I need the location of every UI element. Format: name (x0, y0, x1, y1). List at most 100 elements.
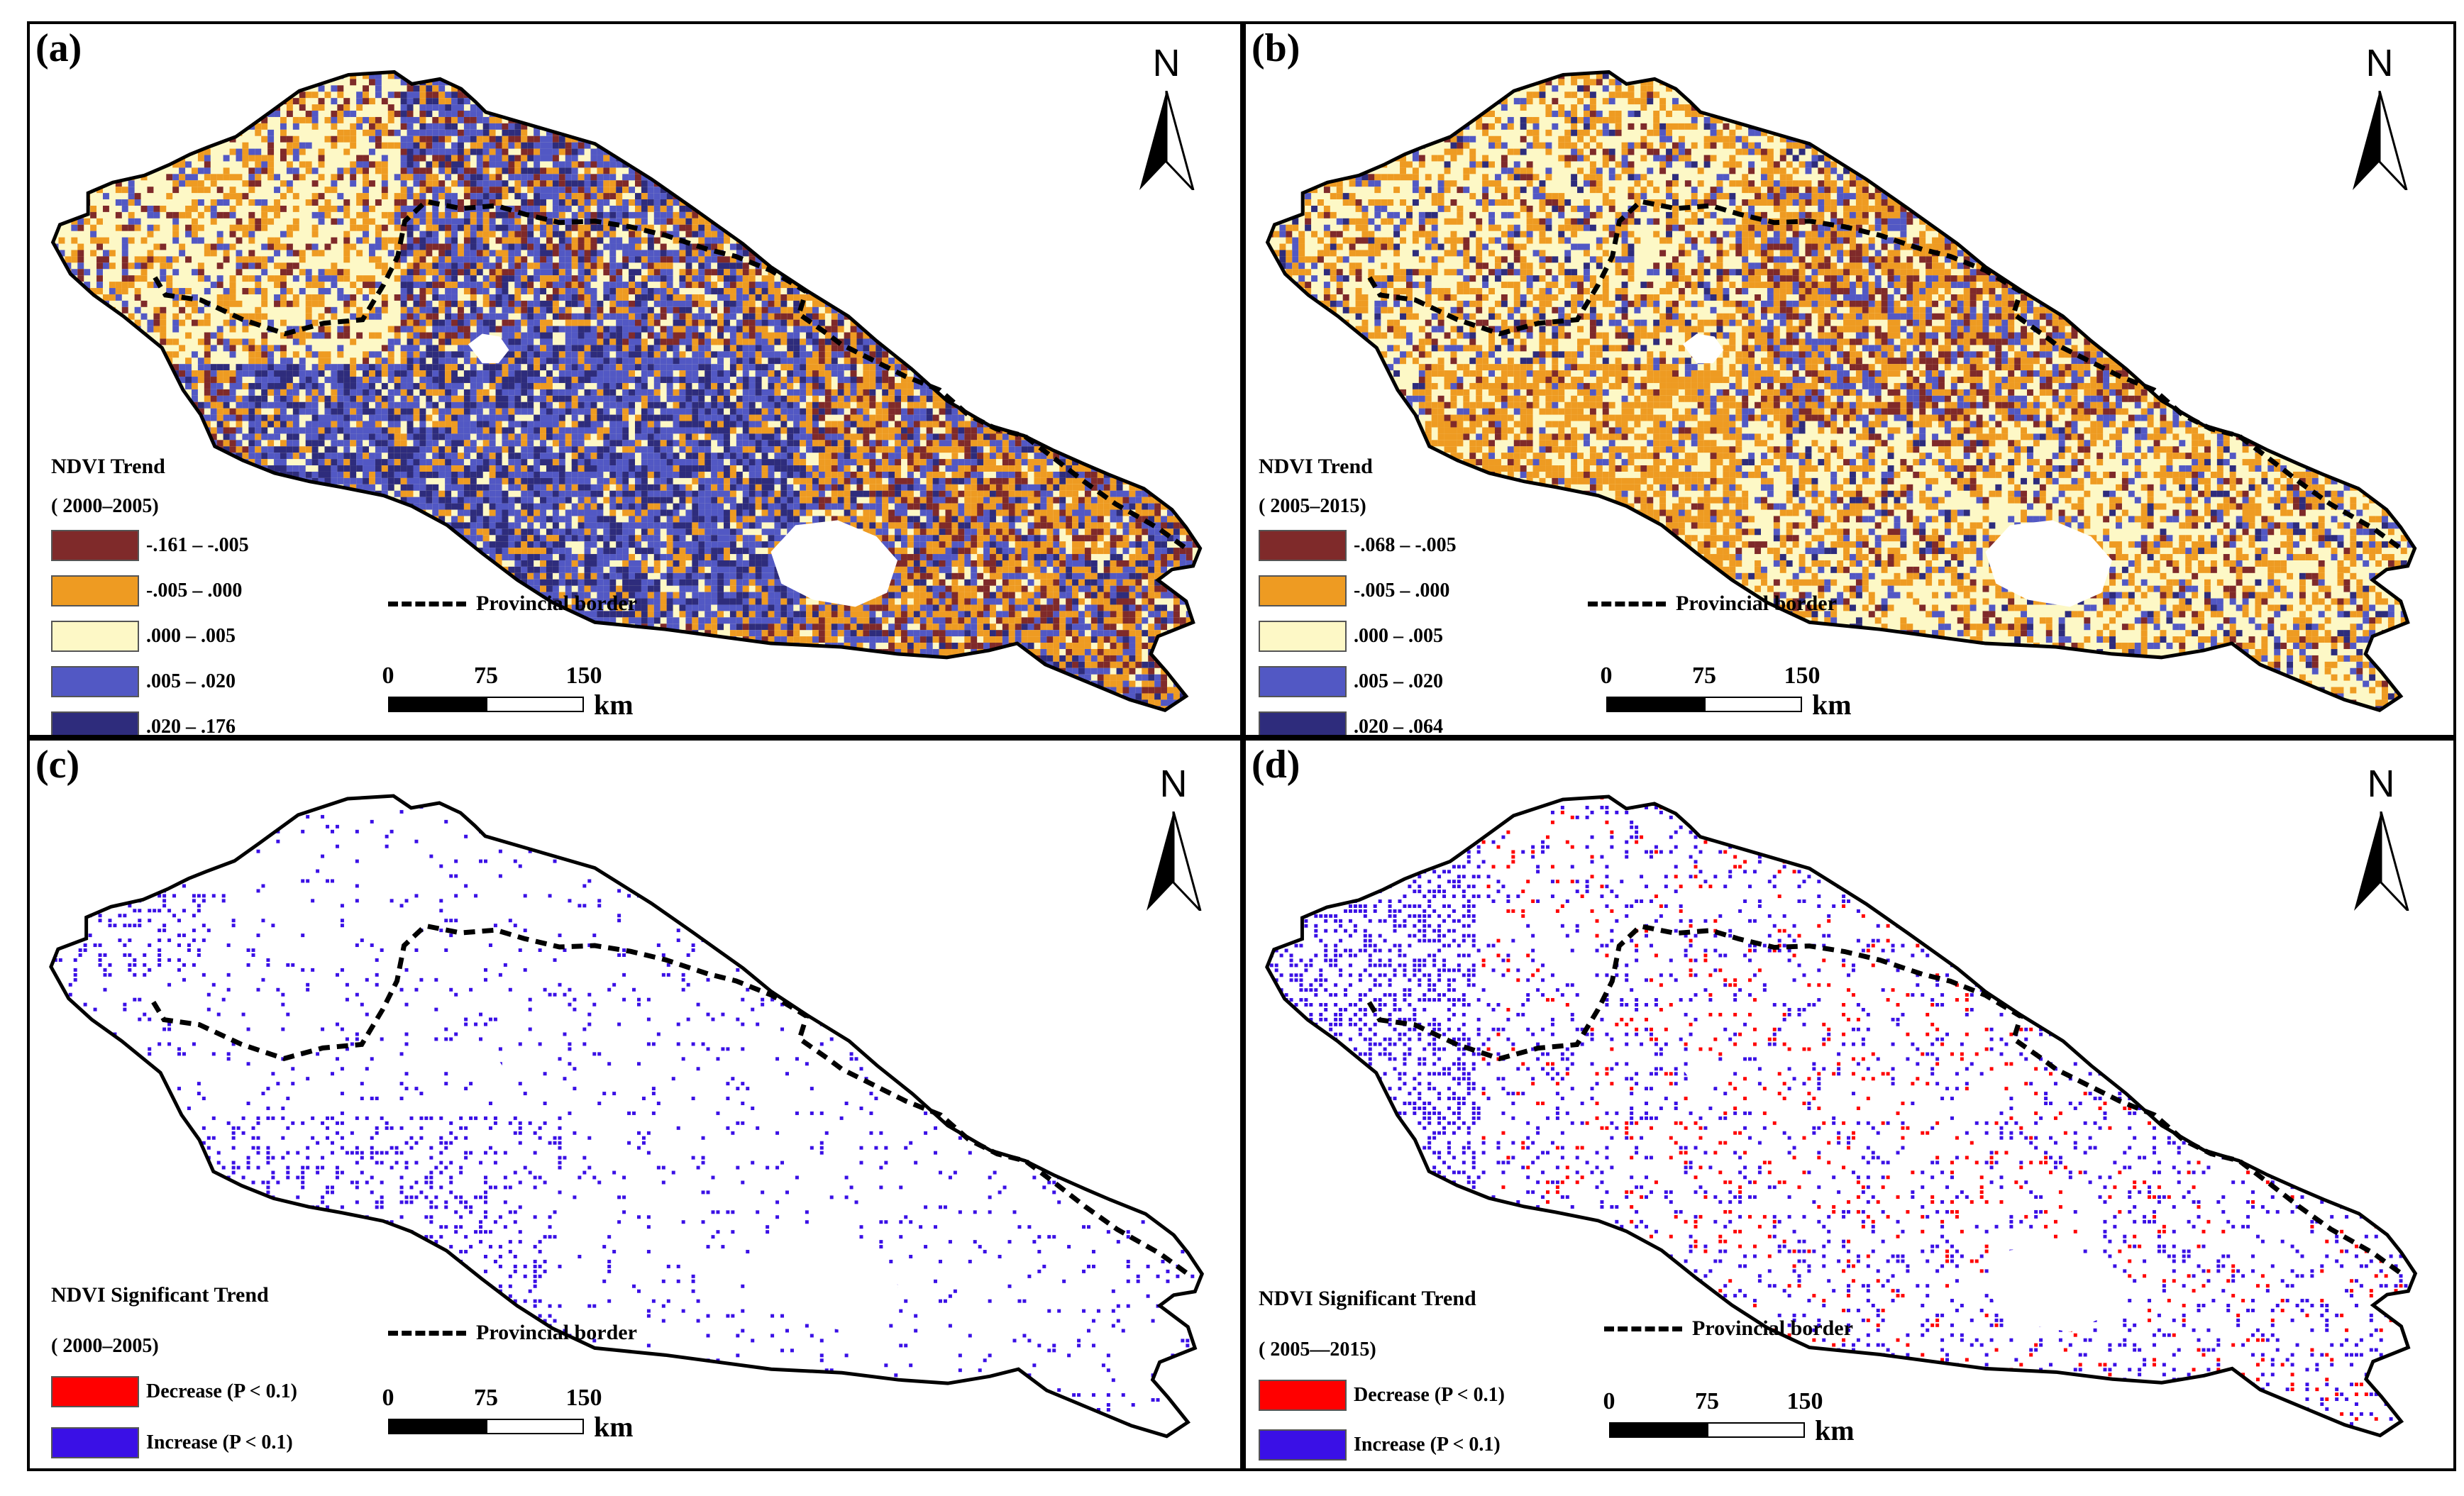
legend-swatch (1259, 621, 1347, 652)
study-area-outline (50, 70, 1203, 712)
study-area-outline (1265, 70, 2417, 712)
panel-label: (a) (35, 26, 82, 71)
legend-swatch (1259, 1380, 1347, 1411)
north-letter: N (2337, 41, 2422, 85)
legend-swatch (51, 621, 139, 652)
legend-item: .000 – .005 (1259, 619, 1443, 654)
provincial-border-legend: Provincial border (1604, 1317, 1853, 1341)
scale-tick-0: 0 (382, 1385, 394, 1412)
study-area-outline (1265, 794, 2418, 1438)
scale-bar: 0 75 150 km (1603, 1388, 1855, 1446)
legend-label: .020 – .064 (1354, 716, 1443, 735)
scale-segment-black (388, 1419, 486, 1434)
scale-unit: km (594, 688, 634, 721)
lake-small (468, 1058, 509, 1089)
legend-item: Decrease (P < 0.1) (1259, 1378, 1505, 1413)
scale-tick-0: 0 (382, 663, 394, 689)
scale-tick-0: 0 (1603, 1388, 1615, 1415)
legend-item: Increase (P < 0.1) (1259, 1427, 1501, 1463)
north-arrow-icon: N (1124, 41, 1209, 190)
legend-period: ( 2005—2015) (1259, 1339, 1376, 1361)
legend-swatch (1259, 711, 1347, 735)
provincial-border-label: Provincial border (476, 1321, 637, 1345)
scale-bar: 0 75 150 km (1601, 663, 1852, 721)
legend-swatch (51, 1427, 139, 1458)
legend-swatch (51, 1376, 139, 1407)
provincial-border-legend: Provincial border (1588, 592, 1837, 616)
panel-label: (d) (1252, 742, 1300, 787)
map-a (50, 70, 1203, 712)
scale-tick-75: 75 (1692, 663, 1716, 689)
legend-item: .005 – .020 (51, 664, 236, 699)
legend-swatch (51, 711, 139, 735)
provincial-border-line (1367, 199, 2402, 550)
lake-large (771, 1246, 899, 1333)
scale-bar: 0 75 150 km (382, 1385, 634, 1443)
scale-segment-white (1707, 1422, 1805, 1438)
legend-item: .005 – .020 (1259, 664, 1443, 699)
legend-label: Decrease (P < 0.1) (146, 1380, 297, 1403)
legend-title: NDVI Significant Trend (51, 1283, 269, 1307)
legend-label: Increase (P < 0.1) (1354, 1434, 1501, 1456)
legend-swatch (51, 666, 139, 697)
legend-swatch (1259, 575, 1347, 606)
provincial-border-label: Provincial border (476, 592, 637, 616)
panel-label: (b) (1252, 26, 1300, 71)
north-letter: N (2338, 762, 2424, 806)
legend-label: Decrease (P < 0.1) (1354, 1384, 1505, 1407)
scale-segment-white (486, 1419, 584, 1434)
north-arrow-icon: N (2338, 762, 2424, 911)
lake-large (1985, 1245, 2113, 1332)
provincial-border-label: Provincial border (1676, 592, 1837, 616)
panel-a: (a) N NDVI Trend ( 2000–2005) Provincial… (27, 21, 1243, 738)
scale-segment-white (486, 697, 584, 712)
scale-unit: km (594, 1410, 634, 1444)
legend-label: Increase (P < 0.1) (146, 1431, 293, 1454)
scale-tick-150: 150 (566, 663, 602, 689)
legend-label: .005 – .020 (146, 670, 236, 693)
scale-tick-75: 75 (474, 663, 498, 689)
legend-swatch (51, 530, 139, 561)
legend-label: -.005 – .000 (146, 580, 242, 602)
dashed-line-symbol (1604, 1326, 1682, 1331)
scale-tick-0: 0 (1601, 663, 1613, 689)
scale-tick-75: 75 (474, 1385, 498, 1412)
dashed-line-symbol (1588, 601, 1666, 606)
scale-tick-150: 150 (1784, 663, 1821, 689)
dashed-line-symbol (388, 1330, 466, 1336)
north-arrow-icon: N (1131, 762, 1216, 911)
panel-b: (b) N NDVI Trend ( 2005–2015) Provincial… (1243, 21, 2456, 738)
legend-item: Decrease (P < 0.1) (51, 1374, 297, 1409)
legend-label: .020 – .176 (146, 716, 236, 735)
scale-unit: km (1815, 1414, 1855, 1447)
provincial-border-line (153, 199, 1188, 550)
legend-period: ( 2005–2015) (1259, 495, 1366, 518)
scale-tick-75: 75 (1695, 1388, 1719, 1415)
legend-label: -.005 – .000 (1354, 580, 1449, 602)
north-arrow-icon: N (2337, 41, 2422, 190)
provincial-border-line (1366, 924, 2403, 1276)
provincial-border-legend: Provincial border (388, 1321, 637, 1345)
scale-tick-150: 150 (1787, 1388, 1823, 1415)
map-c (49, 794, 1205, 1439)
lake-small (468, 333, 509, 364)
lake-small (1682, 1058, 1724, 1089)
lake-small (1682, 333, 1724, 364)
legend-item: .020 – .064 (1259, 709, 1443, 735)
legend-item: .000 – .005 (51, 619, 236, 654)
map-d (1265, 794, 2418, 1438)
legend-label: .005 – .020 (1354, 670, 1443, 693)
scale-tick-150: 150 (566, 1385, 602, 1412)
dashed-line-symbol (388, 601, 466, 606)
provincial-border-line (151, 923, 1190, 1276)
scale-segment-black (1606, 697, 1704, 712)
study-area-outline (49, 794, 1205, 1439)
legend-swatch (1259, 666, 1347, 697)
provincial-border-label: Provincial border (1692, 1317, 1853, 1341)
lake-large (1985, 520, 2113, 607)
scale-segment-black (1609, 1422, 1707, 1438)
scale-unit: km (1812, 688, 1852, 721)
legend-item: -.068 – -.005 (1259, 528, 1457, 563)
panel-c: (c) N NDVI Significant Trend ( 2000–2005… (27, 738, 1243, 1471)
